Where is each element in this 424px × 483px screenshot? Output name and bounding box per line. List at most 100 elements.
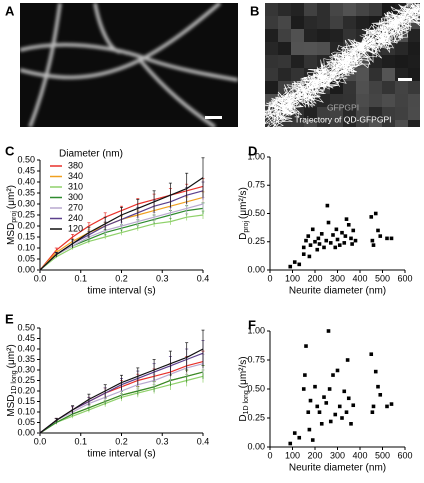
pixel-tile: [317, 16, 330, 29]
y-label-main: MSD: [6, 395, 17, 417]
y-axis-label: D1D long (μm²/s): [238, 356, 250, 421]
y-tick-label: 0.00: [17, 264, 35, 274]
y-tick-label: 0.35: [17, 354, 35, 364]
pixel-tile: [278, 55, 291, 68]
pixel-tile: [265, 68, 278, 81]
pixel-tile: [304, 29, 317, 42]
legend-label: 310: [68, 181, 83, 191]
point: [343, 234, 348, 238]
pixel-tile: [369, 55, 382, 68]
image-caption: Trajectory of QD-GFPGPI: [295, 114, 392, 124]
x-tick-label: 500: [375, 273, 390, 283]
y-tick-label: 0.10: [17, 406, 35, 416]
pixel-tile: [265, 55, 278, 68]
pixel-tile: [408, 120, 420, 127]
point: [369, 215, 374, 219]
point: [373, 369, 378, 374]
x-tick-label: 0.3: [156, 273, 169, 283]
pixel-tile: [369, 94, 382, 107]
y-axis-label: Dproj (μm²/s): [238, 187, 250, 240]
pixel-tile: [369, 120, 382, 127]
panel-label: A: [5, 3, 15, 18]
micrograph: [20, 3, 238, 127]
y-label-main: D: [238, 414, 249, 421]
pixel-tile: [304, 107, 317, 120]
pixel-tile: [382, 3, 395, 16]
point: [306, 234, 311, 238]
x-tick-label: 100: [285, 450, 300, 460]
point: [344, 410, 349, 414]
point: [334, 227, 339, 232]
pixel-tile: [382, 94, 395, 107]
point: [315, 404, 320, 409]
pixel-tile: [356, 29, 369, 42]
pixel-tile: [356, 94, 369, 107]
point: [317, 410, 322, 414]
pixel-tile: [330, 107, 343, 120]
pixel-tile: [330, 16, 343, 29]
pixel-tile: [356, 120, 369, 127]
point: [389, 402, 394, 406]
y-tick-label: 0.45: [17, 165, 35, 175]
pixel-tile: [382, 55, 395, 68]
pixel-tile: [356, 107, 369, 120]
legend-label: 380: [68, 160, 83, 170]
y-tick-label: 0.25: [17, 375, 35, 385]
pixel-tile: [395, 81, 408, 94]
point: [370, 238, 375, 243]
y-tick-label: 0.20: [17, 385, 35, 395]
pixel-tile: [330, 81, 343, 94]
panel-label: E: [5, 311, 14, 326]
legend-label: 120: [68, 223, 83, 233]
point: [351, 228, 356, 233]
point: [335, 368, 340, 373]
x-tick-label: 200: [307, 273, 322, 283]
pixel-tile: [382, 81, 395, 94]
y-label-unit: (μm²): [6, 344, 17, 368]
x-tick-label: 0: [267, 450, 272, 460]
y-tick-label: 0.30: [17, 364, 35, 374]
point: [319, 232, 324, 236]
point: [310, 438, 315, 442]
pixel-tile: [343, 29, 356, 42]
point: [342, 241, 347, 245]
point: [373, 211, 378, 216]
point: [301, 245, 306, 250]
x-tick-label: 0.2: [115, 436, 128, 446]
y-label-sub: proj: [243, 221, 250, 233]
x-axis-label: Neurite diameter (nm): [289, 286, 386, 297]
y-tick-label: 0.40: [17, 176, 35, 186]
point: [326, 329, 331, 333]
pixel-tile: [317, 120, 330, 127]
point: [385, 236, 389, 241]
point: [349, 422, 353, 426]
point: [345, 358, 350, 362]
pixel-tile: [304, 16, 317, 29]
pixel-tile: [291, 68, 304, 81]
pixel-tile: [317, 55, 330, 68]
legend-label: 240: [68, 213, 83, 223]
point: [385, 404, 389, 409]
y-tick-label: 0.45: [17, 333, 35, 343]
pixel-tile: [291, 120, 304, 127]
pixel-tile: [291, 29, 304, 42]
point: [351, 403, 356, 408]
y-tick-label: 0.75: [247, 354, 265, 364]
pixel-tile: [278, 3, 291, 16]
pixel-tile: [395, 94, 408, 107]
pixel-tile: [343, 16, 356, 29]
pixel-tile: [382, 68, 395, 81]
pixel-tile: [304, 55, 317, 68]
pixel-tile: [408, 68, 420, 81]
x-axis-label: Neurite diameter (nm): [289, 463, 386, 474]
x-axis-label: time interval (s): [87, 449, 155, 460]
y-tick-label: 0.35: [17, 187, 35, 197]
pixel-tile: [291, 42, 304, 55]
pixel-tile: [265, 42, 278, 55]
pixel-tile: [382, 120, 395, 127]
pixel-tile: [278, 81, 291, 94]
pixel-tile: [343, 120, 356, 127]
point: [378, 234, 383, 238]
pixel-tile: [395, 55, 408, 68]
pixel-tile: [278, 120, 291, 127]
